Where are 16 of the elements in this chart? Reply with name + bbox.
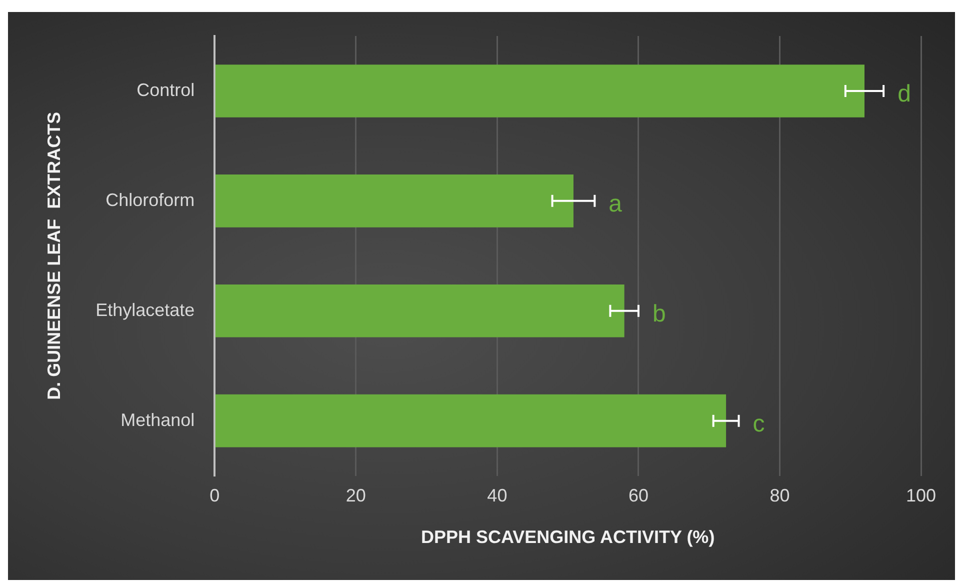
x-tick-label: 80 bbox=[770, 486, 790, 506]
annotation: b bbox=[652, 300, 666, 328]
x-tick-label: 40 bbox=[487, 486, 508, 506]
annotation: a bbox=[608, 190, 623, 218]
x-tick-label: 20 bbox=[346, 486, 366, 506]
y-tick-label: Ethylacetate bbox=[96, 300, 195, 320]
y-tick-label: Methanol bbox=[120, 410, 195, 430]
annotation: c bbox=[752, 410, 765, 438]
y-tick-label: Control bbox=[136, 80, 195, 100]
x-tick-label: 60 bbox=[628, 486, 648, 506]
y-tick-label: Chloroform bbox=[106, 190, 195, 210]
x-tick-label: 100 bbox=[906, 486, 936, 506]
x-axis-title: DPPH SCAVENGING ACTIVITY (%) bbox=[420, 527, 715, 548]
annotation: d bbox=[898, 80, 911, 108]
x-tick-label: 0 bbox=[210, 486, 220, 506]
y-axis-title: D. GUINEENSE LEAF EXTRACTS bbox=[44, 112, 64, 400]
